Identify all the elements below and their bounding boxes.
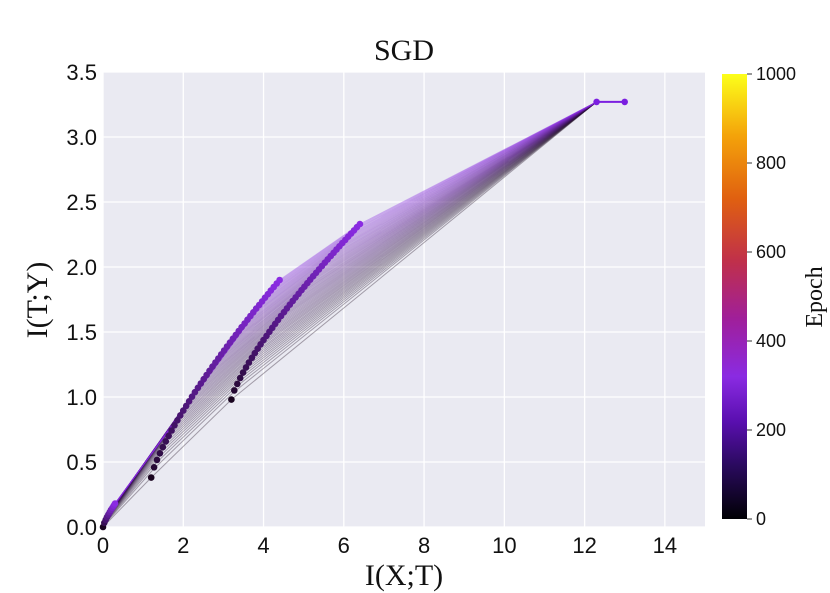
trajectory-point xyxy=(621,98,628,106)
epoch-line xyxy=(102,101,597,528)
epoch-line xyxy=(105,101,597,521)
chart-title: SGD xyxy=(374,34,434,67)
trajectory-point xyxy=(593,98,600,106)
plot-background xyxy=(103,72,705,527)
epoch-line xyxy=(106,101,597,518)
y-axis-label: I(T;Y) xyxy=(21,262,54,339)
epoch-line xyxy=(104,101,597,521)
x-axis-label: I(X;T) xyxy=(365,559,443,592)
epoch-line xyxy=(104,101,597,522)
x-tick-label: 4 xyxy=(257,533,269,558)
trajectory-point xyxy=(245,359,253,366)
trajectory-point xyxy=(234,380,241,388)
epoch-line xyxy=(104,101,597,521)
colorbar-tick-label: 0 xyxy=(756,509,766,529)
layer-trajectory xyxy=(228,220,364,403)
x-tick-label: 2 xyxy=(177,533,189,558)
layer-trajectory xyxy=(593,98,628,106)
trajectory-point xyxy=(162,438,170,445)
trajectory-point xyxy=(111,500,119,507)
epoch-line xyxy=(107,101,597,517)
epoch-line xyxy=(106,101,597,518)
epoch-line xyxy=(106,101,597,517)
trajectory-point xyxy=(356,220,364,228)
trajectory-point xyxy=(276,276,283,284)
epoch-line xyxy=(104,101,597,523)
epoch-line xyxy=(106,101,597,519)
layer-trajectory xyxy=(99,500,119,531)
epoch-line xyxy=(106,101,597,518)
colorbar-tick-label: 200 xyxy=(756,420,786,440)
epoch-line xyxy=(107,101,597,515)
epoch-line xyxy=(109,101,597,513)
epoch-line xyxy=(103,101,597,525)
epoch-line xyxy=(104,101,597,523)
epoch-line xyxy=(108,101,597,514)
y-tick-label: 3.0 xyxy=(66,125,97,150)
layer-trajectories xyxy=(99,98,628,531)
trajectory-point xyxy=(165,432,172,440)
colorbar xyxy=(722,74,747,519)
epoch-line xyxy=(103,101,597,524)
x-tick-label: 12 xyxy=(572,533,596,558)
epoch-line xyxy=(107,101,597,517)
colorbar-tick-label: 1000 xyxy=(756,64,796,84)
y-tick-label: 0.0 xyxy=(66,515,97,540)
y-tick-label: 1.5 xyxy=(66,320,97,345)
y-tick-label: 2.5 xyxy=(66,190,97,215)
x-tick-label: 14 xyxy=(653,533,677,558)
trajectory-point xyxy=(231,387,238,394)
colorbar-ticks: 0 200 400 600 800 1000 xyxy=(747,64,796,529)
trajectory-point xyxy=(174,417,181,424)
epoch-line xyxy=(110,101,597,511)
y-tick-label: 3.5 xyxy=(66,60,97,85)
x-tick-label: 6 xyxy=(338,533,350,558)
colorbar-label: Epoch xyxy=(802,266,828,327)
colorbar-tick-label: 600 xyxy=(756,242,786,262)
epoch-line xyxy=(109,101,597,512)
y-tick-labels: 0.0 0.5 1.0 1.5 2.0 2.5 3.0 3.5 xyxy=(66,60,97,540)
epoch-line xyxy=(103,101,597,524)
trajectory-point xyxy=(177,412,184,419)
colorbar-tick-label: 400 xyxy=(756,331,786,351)
colorbar-tick-label: 800 xyxy=(756,153,786,173)
epoch-line xyxy=(105,101,597,520)
epoch-line xyxy=(105,101,597,519)
epoch-line xyxy=(103,101,597,526)
epoch-line xyxy=(108,101,597,514)
epoch-line xyxy=(108,101,597,515)
epoch-line xyxy=(109,101,597,513)
x-tick-label: 10 xyxy=(492,533,516,558)
trajectory-point xyxy=(239,369,247,376)
trajectory-point xyxy=(159,443,167,451)
trajectory-point xyxy=(228,396,235,403)
epoch-line xyxy=(104,101,597,522)
epoch-line xyxy=(107,101,597,516)
epoch-line xyxy=(109,101,597,513)
trajectory-point xyxy=(171,422,178,429)
trajectory-point xyxy=(156,450,164,457)
epoch-line xyxy=(102,101,597,527)
epoch-line xyxy=(109,101,597,512)
trajectory-point xyxy=(150,464,158,471)
y-tick-label: 0.5 xyxy=(66,450,97,475)
layer-trajectory xyxy=(147,276,283,481)
epoch-line xyxy=(107,101,597,516)
y-tick-label: 1.0 xyxy=(66,385,97,410)
grid-lines xyxy=(102,71,705,528)
epoch-line xyxy=(108,101,597,514)
epoch-line xyxy=(103,101,597,526)
trajectory-point xyxy=(153,456,161,464)
trajectory-point xyxy=(242,364,250,371)
y-tick-label: 2.0 xyxy=(66,255,97,280)
trajectory-point xyxy=(168,427,175,434)
epoch-line xyxy=(105,101,597,520)
epoch-line xyxy=(108,101,597,515)
x-tick-label: 8 xyxy=(418,533,430,558)
x-tick-labels: 0 2 4 6 8 10 12 14 xyxy=(97,533,677,558)
trajectory-point xyxy=(236,374,244,382)
trajectory-point xyxy=(147,474,155,481)
x-tick-label: 0 xyxy=(97,533,109,558)
